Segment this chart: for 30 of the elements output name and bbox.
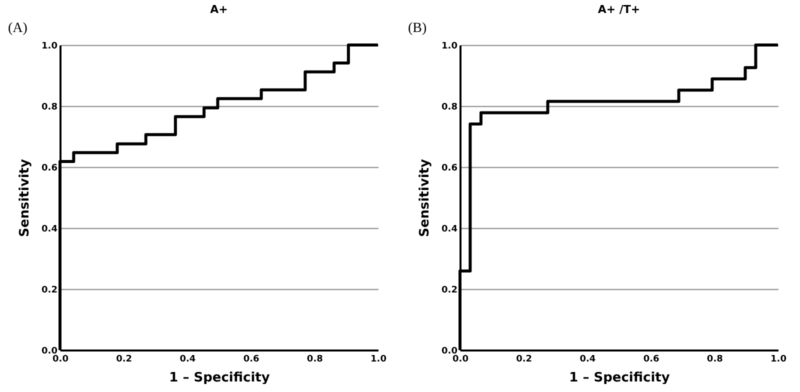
x-tick-label: 0.0 xyxy=(52,354,68,364)
x-tick-label: 0.8 xyxy=(706,354,723,364)
x-tick-label: 0.4 xyxy=(180,354,196,364)
y-axis-title: Sensitivity xyxy=(418,158,433,237)
y-tick-label: 0.6 xyxy=(442,164,458,174)
y-tick-label: 1.0 xyxy=(442,42,458,52)
chart-title: A+ xyxy=(210,3,228,16)
x-axis-title: 1 – Specificity xyxy=(569,370,670,386)
y-tick-label: 0.4 xyxy=(42,224,58,234)
x-tick-label: 0.2 xyxy=(516,354,532,364)
x-tick-label: 0.6 xyxy=(243,354,260,364)
text: (A) xyxy=(8,21,28,36)
y-tick-label: 0.6 xyxy=(42,164,58,174)
x-tick-label: 1.0 xyxy=(770,354,786,364)
y-tick-label: 0.8 xyxy=(42,102,58,112)
x-tick-label: 0.2 xyxy=(116,354,132,364)
x-tick-label: 0.0 xyxy=(452,354,468,364)
x-tick-label: 0.6 xyxy=(643,354,660,364)
chart-title: A+ /T+ xyxy=(598,3,640,16)
y-tick-label: 0.2 xyxy=(42,286,58,296)
y-tick-label: 0.2 xyxy=(442,286,458,296)
y-tick-label: 0.4 xyxy=(442,224,458,234)
y-tick-label: 1.0 xyxy=(42,42,58,52)
text: (B) xyxy=(408,21,427,36)
x-axis-title: 1 – Specificity xyxy=(169,370,270,386)
y-axis-title: Sensitivity xyxy=(18,158,33,237)
x-tick-label: 1.0 xyxy=(370,354,386,364)
y-tick-label: 0.8 xyxy=(442,102,458,112)
x-tick-label: 0.8 xyxy=(306,354,323,364)
x-tick-label: 0.4 xyxy=(580,354,596,364)
